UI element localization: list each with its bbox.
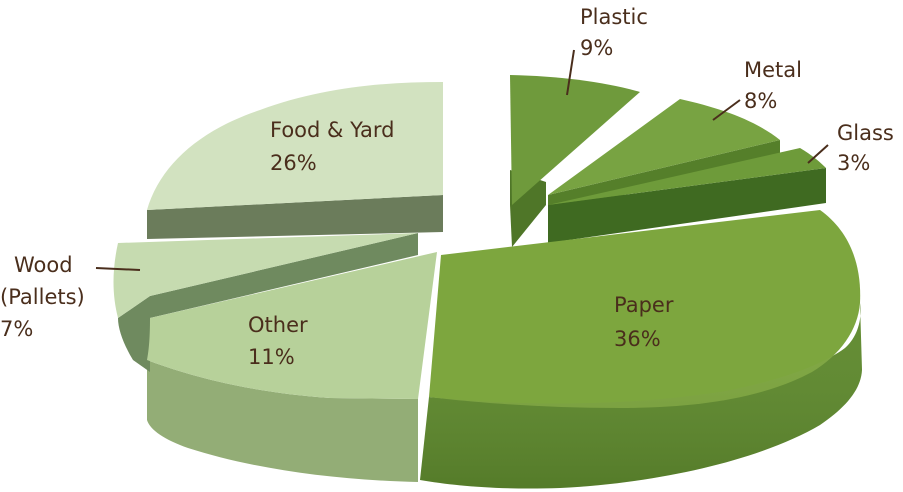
slice-paper-highlight [420, 303, 862, 489]
label-glass-value: 3% [837, 151, 870, 175]
slice-wood [113, 233, 418, 318]
label-paper-value: 36% [614, 327, 661, 351]
label-metal: Metal [744, 58, 802, 82]
slice-other [147, 252, 437, 399]
slice-wood-side [118, 233, 418, 372]
slice-food-yard [147, 82, 443, 210]
slice-glass [548, 148, 826, 205]
label-food-yard: Food & Yard [270, 118, 394, 142]
leader-glass [807, 144, 829, 164]
label-glass: Glass [837, 121, 894, 145]
label-other-value: 11% [248, 345, 295, 369]
label-other: Other [248, 313, 308, 337]
label-wood-line2: (Pallets) [0, 285, 85, 309]
leader-wood [95, 267, 141, 271]
slice-other-side [147, 360, 418, 482]
label-paper: Paper [614, 293, 674, 317]
slice-paper [429, 210, 861, 408]
leader-plastic [566, 49, 575, 96]
label-metal-value: 8% [744, 89, 777, 113]
label-wood-value: 7% [0, 317, 33, 341]
label-plastic-value: 9% [580, 36, 613, 60]
slice-glass-side [548, 168, 826, 243]
label-food-yard-value: 26% [270, 151, 317, 175]
slice-metal [548, 99, 780, 195]
label-wood-line1: Wood [14, 253, 73, 277]
label-plastic: Plastic [580, 5, 648, 29]
slice-food-yard-side [147, 195, 443, 239]
slice-plastic [510, 75, 640, 205]
leader-metal [712, 99, 741, 121]
